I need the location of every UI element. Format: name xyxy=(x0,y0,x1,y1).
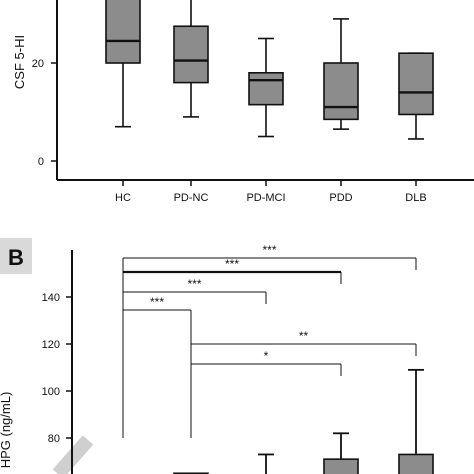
significance-bracket: *** xyxy=(123,295,192,322)
significance-label: * xyxy=(264,349,269,363)
panel-b-y-tick-label: 120 xyxy=(42,339,60,351)
significance-bracket: ** xyxy=(191,329,417,356)
box-body xyxy=(248,72,284,106)
panel-b-y-tick-label: 80 xyxy=(48,433,60,445)
significance-bracket: *** xyxy=(123,257,342,284)
panel-a-y-tick-label: 20 xyxy=(32,58,44,70)
panel-a-x-tick-label: PD-MCI xyxy=(246,192,285,204)
panel-b-y-axis-label: HPG (ng/mL) xyxy=(0,392,13,469)
panel-a-x-tick-label: PD-NC xyxy=(174,192,209,204)
panel-a-x-tick-label: PDD xyxy=(329,192,352,204)
box-pdd xyxy=(323,18,359,130)
box-hc xyxy=(105,0,141,128)
box-dlb xyxy=(398,52,434,140)
panel-a-y-tick-label: 0 xyxy=(38,156,44,168)
significance-bracket: *** xyxy=(123,277,267,304)
box-b-pd-mci xyxy=(258,453,274,474)
box-body xyxy=(323,458,359,474)
box-pd-mci xyxy=(248,37,284,138)
significance-bracket: * xyxy=(191,349,342,376)
panel-b-label-bg xyxy=(0,238,32,274)
significance-bracket: *** xyxy=(123,243,417,270)
panel-b-y-tick-label: 100 xyxy=(42,386,60,398)
box-body xyxy=(173,25,209,84)
panel-a-x-tick-label: DLB xyxy=(405,192,426,204)
box-body xyxy=(323,62,359,121)
box-body xyxy=(398,453,434,474)
box-b-pdd xyxy=(323,432,359,474)
panel-a: CSF 5-HI 0 20 HC PD-NC PD-MCI PDD DLB xyxy=(12,0,474,204)
box-body xyxy=(105,0,141,64)
significance-label: *** xyxy=(225,257,239,271)
box-b-dlb xyxy=(398,368,434,474)
significance-label: ** xyxy=(299,329,309,343)
significance-label: *** xyxy=(187,277,201,291)
panel-a-y-axis-label: CSF 5-HI xyxy=(12,35,27,89)
significance-label: *** xyxy=(150,295,164,309)
panel-b-label: B xyxy=(8,245,24,270)
box-body xyxy=(398,52,434,116)
panel-b-y-tick-label: 140 xyxy=(42,292,60,304)
box-pd-nc xyxy=(173,0,209,118)
significance-label: *** xyxy=(262,243,276,257)
panel-a-x-tick-label: HC xyxy=(115,192,131,204)
